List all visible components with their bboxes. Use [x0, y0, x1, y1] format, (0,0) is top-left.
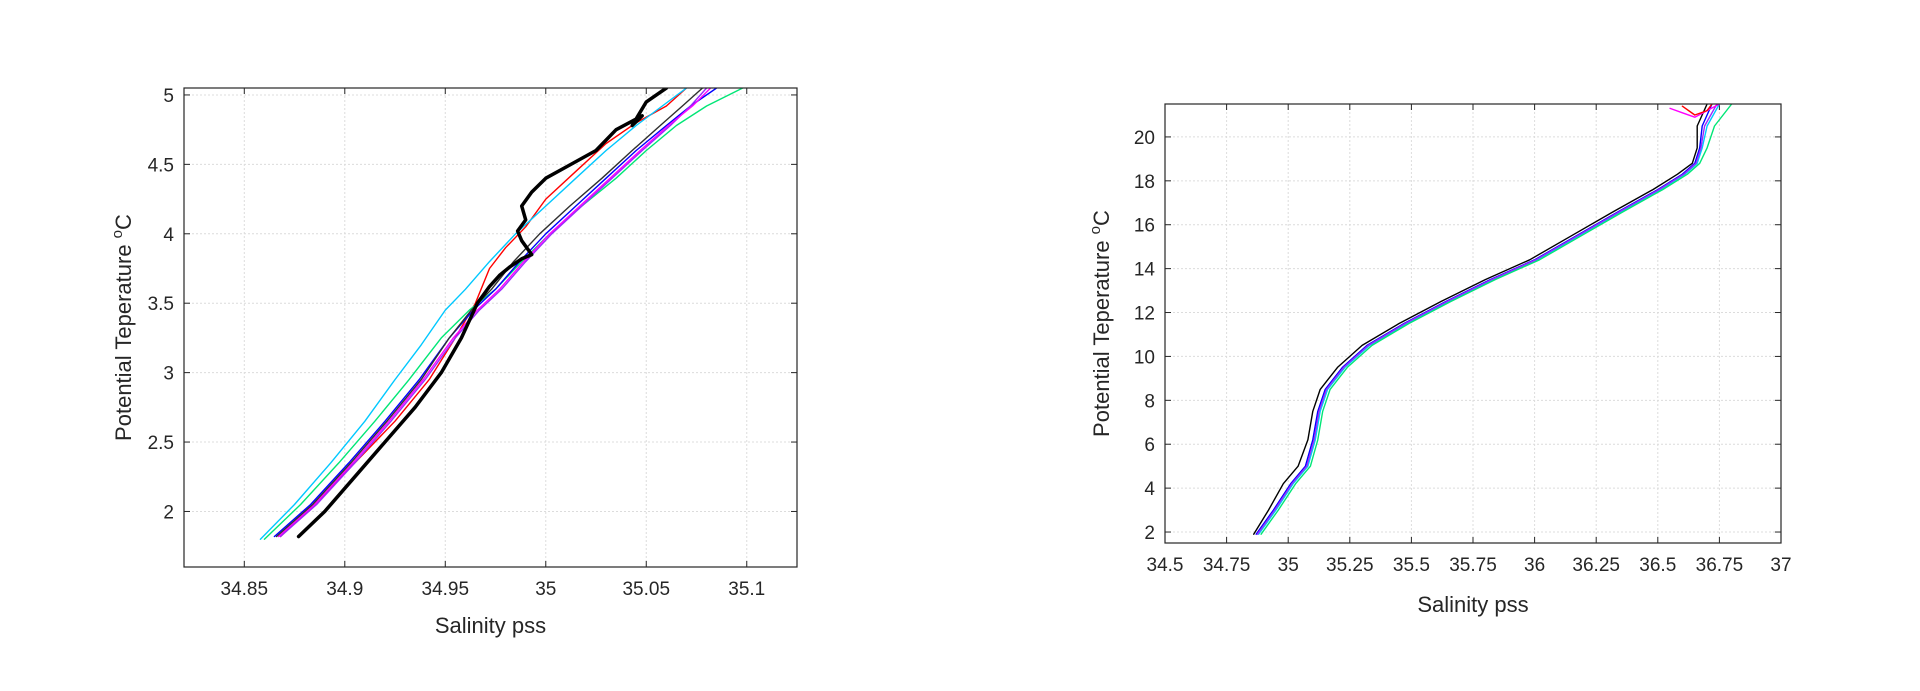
x-tick-label: 35: [535, 579, 556, 600]
x-tick-label: 34.9: [326, 579, 363, 600]
x-tick-label: 35.1: [728, 579, 765, 600]
y-tick-label: 5: [163, 86, 174, 107]
x-tick-label: 35.25: [1326, 555, 1374, 576]
right-chart: 34.5 34.75 35 35.25 35.5 35.75 36 36.25 36.5 36.7…: [1087, 103, 1792, 617]
series-line-4: [273, 88, 718, 538]
plot-frame: [1164, 103, 1782, 544]
x-tick-label: 35.75: [1449, 555, 1497, 576]
y-tick-label: 2.5: [148, 433, 174, 454]
y-tick-label: 4: [163, 225, 174, 246]
y-axis-label: Potential Teperature oC: [109, 214, 136, 441]
x-tick-label: 35.5: [1393, 555, 1430, 576]
series-line-1: [279, 88, 688, 538]
y-tick-label: 12: [1134, 304, 1155, 325]
y-tick-label: 2: [1144, 523, 1155, 544]
y-tick-label: 14: [1134, 260, 1156, 281]
series-line-0: [296, 88, 669, 539]
y-tick-label: 6: [1144, 435, 1155, 456]
x-tick-label: 34.5: [1147, 555, 1184, 576]
x-tick-label: 36.75: [1696, 555, 1744, 576]
x-tick-label: 34.95: [422, 579, 470, 600]
x-tick-label: 34.85: [221, 579, 269, 600]
series-group: [1253, 104, 1733, 535]
x-tick-label: 36.25: [1572, 555, 1620, 576]
series-line-5: [1669, 104, 1721, 118]
y-tick-label: 20: [1134, 128, 1155, 149]
x-tick-label: 34.75: [1203, 555, 1251, 576]
series-line-3: [1260, 104, 1733, 535]
x-tick-label: 35.05: [622, 579, 670, 600]
series-line-0: [1253, 104, 1708, 535]
y-tick-label: 10: [1134, 347, 1155, 368]
y-tick-label: 3.5: [148, 294, 174, 315]
y-tick-label: 4: [1144, 479, 1155, 500]
x-axis-label: Salinity pss: [1417, 592, 1528, 617]
x-tick-label: 37: [1770, 555, 1791, 576]
y-tick-label: 3: [163, 364, 174, 385]
y-tick-label: 8: [1144, 391, 1155, 412]
series-line-5: [279, 88, 708, 538]
y-tick-label: 16: [1134, 216, 1155, 237]
series-line-3: [263, 88, 744, 540]
series-group: [259, 88, 744, 540]
x-tick-label: 36.5: [1639, 555, 1676, 576]
series-line-6: [1681, 104, 1713, 116]
left-chart: 34.85 34.9 34.95 35 35.05 35.1 2 2.5 3 3.5 4 4.5 5 Sa…: [109, 86, 798, 638]
series-line-6: [277, 88, 712, 538]
x-tick-label: 36: [1524, 555, 1545, 576]
x-tick-label: 35: [1278, 555, 1299, 576]
plot-frame: [183, 87, 798, 568]
y-tick-label: 4.5: [148, 155, 174, 176]
x-axis-label: Salinity pss: [435, 613, 546, 638]
series-line-2: [259, 88, 688, 540]
y-tick-label: 2: [163, 502, 174, 523]
y-axis-label: Potential Teperature oC: [1087, 210, 1114, 437]
y-tick-label: 18: [1134, 172, 1155, 193]
plot-area: [184, 88, 797, 567]
series-line-7: [275, 88, 704, 538]
series-line-4: [1256, 104, 1718, 535]
